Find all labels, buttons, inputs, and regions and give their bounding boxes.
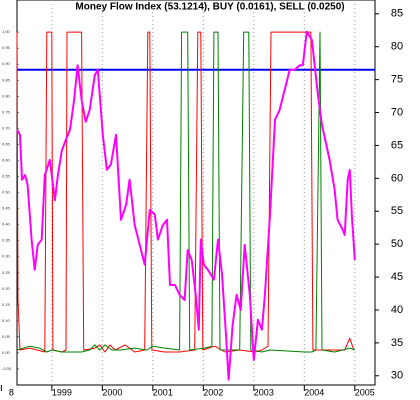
y-tick-label: 0.60 xyxy=(2,157,11,162)
y-tick-label: 0.65 xyxy=(2,141,11,146)
y-tick-label: 0.15 xyxy=(2,302,11,307)
y-tick-label: 0.30 xyxy=(2,254,11,259)
y-tick-label: 0.10 xyxy=(2,318,11,323)
y-tick-label: 0.20 xyxy=(2,286,11,291)
y2-tick-label: 45 xyxy=(391,271,403,283)
y2-tick-label: 85 xyxy=(391,8,403,20)
y-tick-label: -0.05 xyxy=(2,366,12,371)
y-tick-label: 0.55 xyxy=(2,174,11,179)
y2-tick-label: 65 xyxy=(391,139,403,151)
y-tick-label: 0.90 xyxy=(2,61,11,66)
y2-tick-label: 80 xyxy=(391,41,403,53)
series-line xyxy=(16,30,356,381)
x-tick-label: 1999 xyxy=(52,387,72,397)
y2-tick-label: 60 xyxy=(391,172,403,184)
y2-tick-label: 40 xyxy=(391,304,403,316)
x-tick-label: 2001 xyxy=(153,387,173,397)
y-tick-label: 1.00 xyxy=(2,29,11,34)
y-tick-label: 0.70 xyxy=(2,125,11,130)
y-tick-label: 0.25 xyxy=(2,270,11,275)
y-tick-label: 0.40 xyxy=(2,222,11,227)
x-tick-label: 8 xyxy=(9,387,14,397)
y-tick-label: 0.05 xyxy=(2,334,11,339)
x-tick-label: 2003 xyxy=(254,387,274,397)
x-tick-label: 2000 xyxy=(102,387,122,397)
y2-tick-label: 50 xyxy=(391,238,403,250)
y-tick-label: 0.45 xyxy=(2,206,11,211)
x-tick-label: 2002 xyxy=(203,387,223,397)
chart-title: Money Flow Index (53.1214), BUY (0.0161)… xyxy=(75,2,344,13)
y2-tick-label: 75 xyxy=(391,74,403,86)
y-tick-label: 0.85 xyxy=(2,77,11,82)
y-tick-label: 0.75 xyxy=(2,109,11,114)
y2-tick-label: 70 xyxy=(391,106,403,118)
x-tick-label: 2005 xyxy=(355,387,375,397)
y2-tick-label: 55 xyxy=(391,205,403,217)
x-tick-label: 2004 xyxy=(304,387,324,397)
y-tick-label: 0.95 xyxy=(2,45,11,50)
y2-tick-label: 30 xyxy=(391,370,403,382)
y-tick-label: 0.50 xyxy=(2,190,11,195)
y-tick-label: 0.80 xyxy=(2,93,11,98)
y2-tick-label: 35 xyxy=(391,337,403,349)
y-tick-label: 0.35 xyxy=(2,238,11,243)
y-tick-label: 0.00 xyxy=(2,350,11,355)
series-line xyxy=(16,31,355,353)
